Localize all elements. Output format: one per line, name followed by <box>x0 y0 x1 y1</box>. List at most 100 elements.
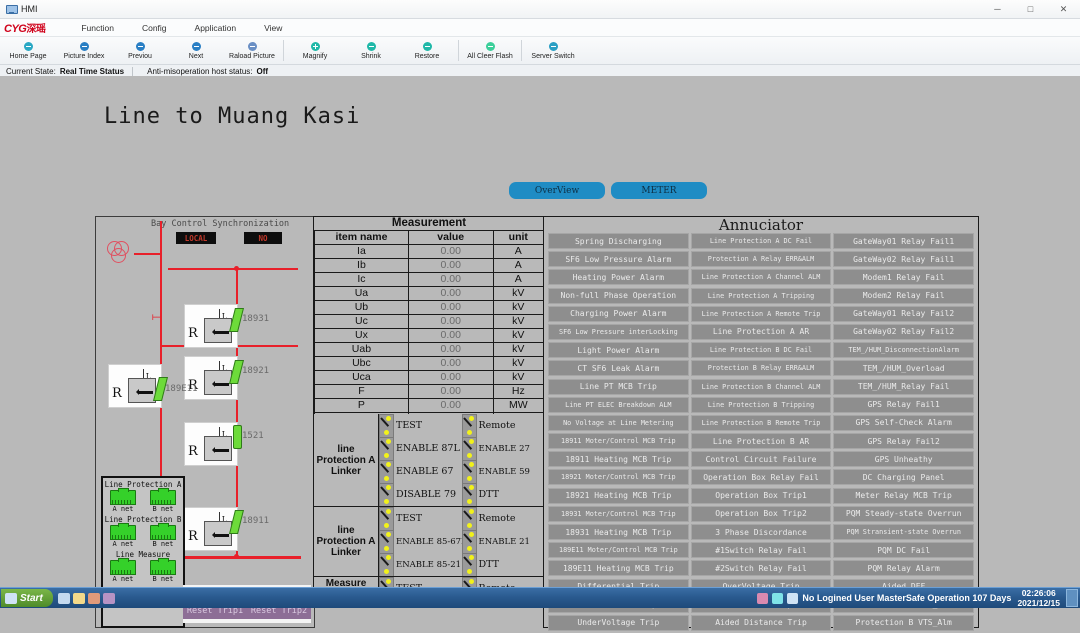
linker-switch[interactable]: DISABLE 79 <box>379 483 462 506</box>
annunciator-tile[interactable]: Line PT ELEC Breakdown ALM <box>548 396 689 413</box>
annunciator-tile[interactable]: Non-full Phase Operation <box>548 287 689 304</box>
quicklaunch-monitor-icon[interactable] <box>57 592 70 604</box>
annunciator-tile[interactable]: Heating Power Alarm <box>548 269 689 286</box>
annunciator-tile[interactable]: Aided Distance Trip <box>690 614 832 631</box>
annunciator-tile[interactable]: Line Protection A Channel ALM <box>690 269 832 286</box>
annunciator-tile[interactable]: 18911 Moter/Control MCB Trip <box>548 433 689 450</box>
annunciator-tile[interactable]: TEM_/HUM_Relay Fail <box>833 378 975 395</box>
annunciator-tile[interactable]: TEM_/HUM_DisconnectionAlarm <box>833 342 975 359</box>
annunciator-tile[interactable]: 18911 Heating MCB Trip <box>548 451 689 468</box>
network-port[interactable]: B net <box>147 558 179 583</box>
linker-switch[interactable]: TEST <box>379 414 462 437</box>
network-port[interactable]: A net <box>107 558 139 583</box>
annunciator-tile[interactable]: Line Protection A Tripping <box>690 287 832 304</box>
network-port[interactable]: A net <box>107 488 139 513</box>
annunciator-tile[interactable]: GPS Self-Check Alarm <box>833 414 975 431</box>
annunciator-tile[interactable]: GPS Unheathy <box>833 451 975 468</box>
annunciator-tile[interactable]: Line Protection B AR <box>690 433 832 450</box>
linker-switch[interactable]: DTT <box>461 553 545 576</box>
annunciator-tile[interactable]: 18921 Heating MCB Trip <box>548 487 689 504</box>
annunciator-tile[interactable]: PQM Relay Alarm <box>833 560 975 577</box>
annunciator-tile[interactable]: Protection B VTS_Alm <box>833 614 975 631</box>
menu-item-config[interactable]: Config <box>141 22 167 33</box>
toolbar-previou-button[interactable]: Previou <box>112 38 168 64</box>
annunciator-tile[interactable]: 3 Phase Discordance <box>690 524 832 540</box>
annunciator-tile[interactable]: PQM Steady-state Overrun <box>833 505 975 522</box>
switch-indicator-1521[interactable] <box>233 425 242 449</box>
annunciator-tile[interactable]: Line Protection B DC Fail <box>690 342 832 359</box>
linker-switch[interactable]: Remote <box>461 507 545 530</box>
annunciator-tile[interactable]: 189E11 Moter/Control MCB Trip <box>548 542 689 559</box>
annunciator-tile[interactable]: UnderVoltage Trip <box>548 614 689 631</box>
annunciator-tile[interactable]: Line Protection B Tripping <box>690 396 832 413</box>
network-port[interactable]: B net <box>147 523 179 548</box>
quicklaunch-shield-icon[interactable] <box>87 592 100 604</box>
menu-item-function[interactable]: Function <box>81 22 114 33</box>
annunciator-tile[interactable]: Control Circuit Failure <box>690 451 832 468</box>
meter-button[interactable]: METER <box>611 182 707 199</box>
linker-switch[interactable]: ENABLE 21 <box>461 530 545 553</box>
toolbar-next-button[interactable]: Next <box>168 38 224 64</box>
control-widget-18911[interactable]: R L <box>184 507 238 551</box>
annunciator-tile[interactable]: PQM Stransient-state Overrun <box>833 524 975 540</box>
linker-switch[interactable]: Remote <box>461 414 545 437</box>
show-desktop-button[interactable] <box>1066 589 1078 607</box>
annunciator-tile[interactable]: GPS Relay Fail2 <box>833 433 975 450</box>
annunciator-tile[interactable]: Charging Power Alarm <box>548 305 689 322</box>
annunciator-tile[interactable]: Meter Relay MCB Trip <box>833 487 975 504</box>
quicklaunch-app-icon[interactable] <box>102 592 115 604</box>
maximize-button[interactable]: □ <box>1027 4 1034 14</box>
taskbar-clock[interactable]: 02:26:06 2021/12/15 <box>1017 588 1060 608</box>
annunciator-tile[interactable]: Operation Box Trip2 <box>690 505 832 522</box>
toolbar-home-page-button[interactable]: Home Page <box>0 38 56 64</box>
linker-switch[interactable]: ENABLE 27 <box>461 437 545 460</box>
annunciator-tile[interactable]: Line PT MCB Trip <box>548 378 689 395</box>
linker-switch[interactable]: ENABLE 87L <box>379 437 462 460</box>
annunciator-tile[interactable]: Protection A Relay ERR&ALM <box>690 251 832 268</box>
toolbar-picture-index-button[interactable]: Picture Index <box>56 38 112 64</box>
annunciator-tile[interactable]: PQM DC Fail <box>833 542 975 559</box>
linker-switch[interactable]: ENABLE 59 <box>461 460 545 483</box>
annunciator-tile[interactable]: SF6 Low Pressure Alarm <box>548 251 689 268</box>
annunciator-tile[interactable]: Operation Box Relay Fail <box>690 469 832 486</box>
control-widget-189E11[interactable]: R L <box>108 364 162 408</box>
toolbar-shrink-button[interactable]: Shrink <box>343 38 399 64</box>
toolbar-all-cleer-flash-button[interactable]: All Cleer Flash <box>462 38 518 64</box>
annunciator-tile[interactable]: #1Switch Relay Fail <box>690 542 832 559</box>
toolbar-restore-button[interactable]: Restore <box>399 38 455 64</box>
menu-item-view[interactable]: View <box>264 22 283 33</box>
close-button[interactable]: ✕ <box>1059 3 1068 14</box>
annunciator-tile[interactable]: Operation Box Trip1 <box>690 487 832 504</box>
annunciator-tile[interactable]: Line Protection A AR <box>690 323 832 340</box>
annunciator-tile[interactable]: Light Power Alarm <box>548 342 689 359</box>
annunciator-tile[interactable]: GateWay02 Relay Fail1 <box>833 251 975 268</box>
linker-switch[interactable]: ENABLE 85-21 <box>379 553 462 576</box>
minimize-button[interactable]: ─ <box>994 4 1001 14</box>
quicklaunch-folder-icon[interactable] <box>72 592 85 604</box>
toolbar-raload-picture-button[interactable]: Raload Picture <box>224 38 280 64</box>
annunciator-tile[interactable]: 18931 Moter/Control MCB Trip <box>548 505 689 522</box>
start-button[interactable]: Start <box>1 589 53 607</box>
annunciator-tile[interactable]: GateWay01 Relay Fail2 <box>833 305 975 322</box>
linker-switch[interactable]: TEST <box>379 507 462 530</box>
toolbar-server-switch-button[interactable]: Server Switch <box>525 38 581 64</box>
control-widget-1521[interactable]: R L <box>184 422 238 466</box>
annunciator-tile[interactable]: GPS Relay Fail1 <box>833 396 975 413</box>
annunciator-tile[interactable]: Spring Discharging <box>548 233 689 249</box>
tray-user-icon[interactable] <box>787 592 799 604</box>
annunciator-tile[interactable]: TEM_/HUM_Overload <box>833 360 975 377</box>
annunciator-tile[interactable]: 18921 Moter/Control MCB Trip <box>548 469 689 486</box>
annunciator-tile[interactable]: 189E11 Heating MCB Trip <box>548 560 689 577</box>
annunciator-tile[interactable]: Line Protection B Channel ALM <box>690 378 832 395</box>
linker-switch[interactable]: ENABLE 85-67N <box>379 530 462 553</box>
local-remote-status-box[interactable]: LOCAL <box>176 232 216 244</box>
tray-network-icon[interactable] <box>757 592 769 604</box>
annunciator-tile[interactable]: SF6 Low Pressure interLocking <box>548 323 689 340</box>
annunciator-tile[interactable]: CT SF6 Leak Alarm <box>548 360 689 377</box>
annunciator-tile[interactable]: Modem1 Relay Fail <box>833 269 975 286</box>
annunciator-tile[interactable]: Line Protection A Remote Trip <box>690 305 832 322</box>
menu-item-application[interactable]: Application <box>194 22 237 33</box>
control-widget-18931[interactable]: R L <box>184 304 238 348</box>
annunciator-tile[interactable]: GateWay01 Relay Fail1 <box>833 233 975 249</box>
network-port[interactable]: B net <box>147 488 179 513</box>
